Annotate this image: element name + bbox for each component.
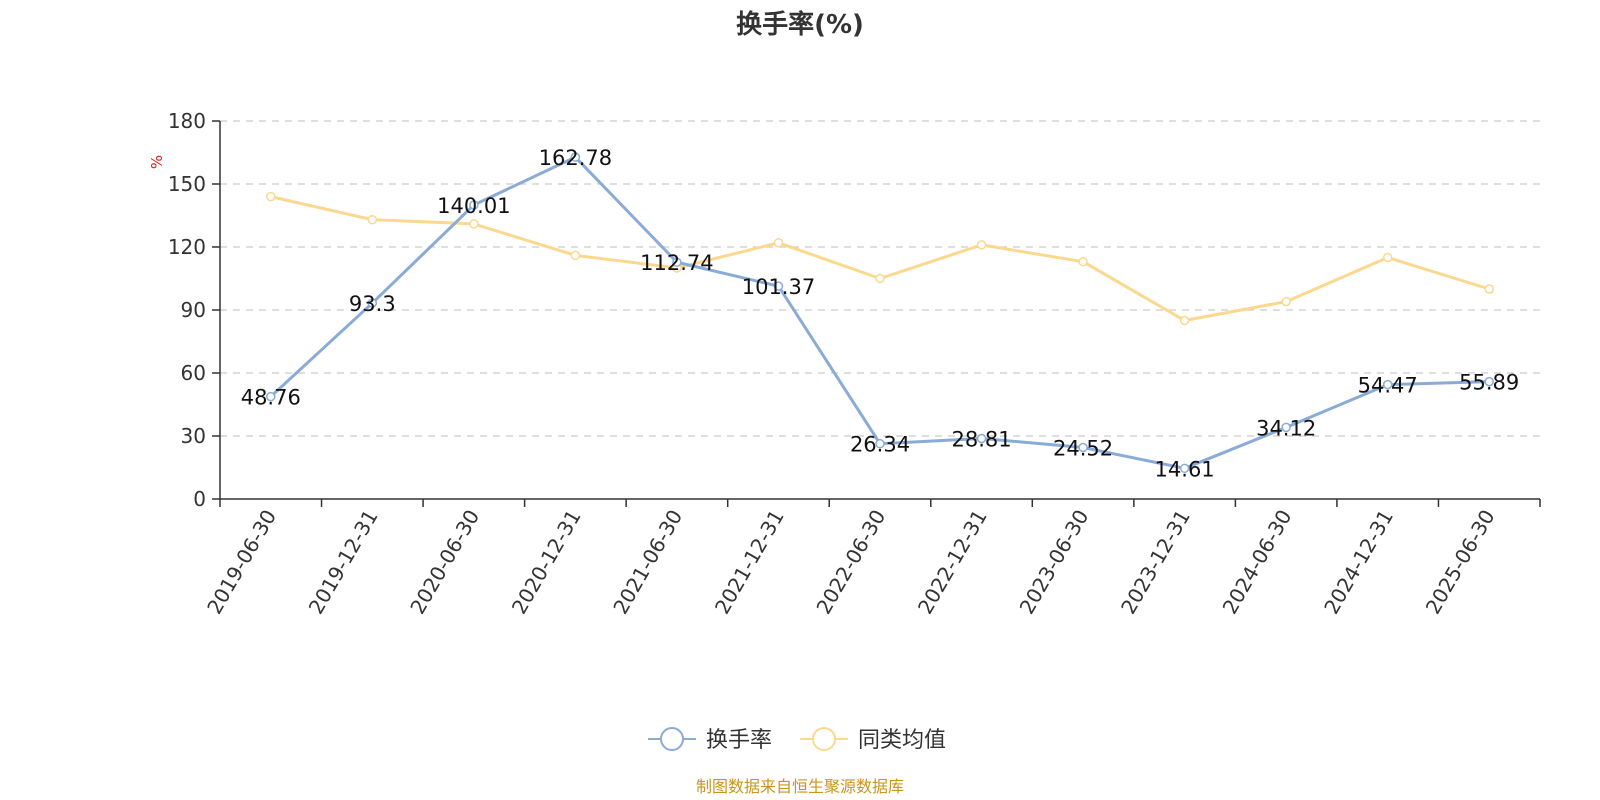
y-tick-label: 150 <box>168 172 206 196</box>
series-point-peer-average[interactable] <box>1484 284 1494 294</box>
x-tick-label: 2021-06-30 <box>608 506 687 619</box>
series-point-turnover[interactable] <box>1484 376 1494 387</box>
data-label: 101.37 <box>742 275 815 299</box>
series-point-peer-average[interactable] <box>1179 315 1190 326</box>
data-label: 140.01 <box>437 194 510 218</box>
legend-label-turnover: 换手率 <box>706 728 772 753</box>
series-point-turnover[interactable] <box>1382 379 1393 390</box>
legend-marker-peer-average <box>812 727 836 751</box>
y-tick-label: 60 <box>181 361 206 385</box>
series-point-peer-average[interactable] <box>773 238 784 248</box>
legend-item-peer-average[interactable]: 同类均值 <box>800 727 946 753</box>
series-point-turnover[interactable] <box>266 391 276 402</box>
series-point-turnover[interactable] <box>875 438 885 449</box>
series-lines <box>266 152 1494 474</box>
data-label: 48.76 <box>241 386 301 410</box>
series-point-turnover[interactable] <box>1078 442 1088 453</box>
series-point-peer-average[interactable] <box>367 214 378 225</box>
series-point-peer-average[interactable] <box>875 273 885 284</box>
x-tick-label: 2020-12-31 <box>507 506 586 619</box>
series-point-turnover[interactable] <box>773 281 784 291</box>
series-point-turnover[interactable] <box>367 298 378 308</box>
series-point-peer-average[interactable] <box>266 191 276 202</box>
series-point-peer-average[interactable] <box>1382 252 1393 263</box>
data-label: 14.61 <box>1155 457 1215 481</box>
data-label: 28.81 <box>951 427 1011 451</box>
y-axis-unit: % <box>148 155 166 169</box>
x-tick-label: 2025-06-30 <box>1421 506 1500 619</box>
x-tick-label: 2024-06-30 <box>1218 506 1297 619</box>
series-point-turnover[interactable] <box>1281 422 1291 433</box>
data-label: 93.3 <box>349 292 396 316</box>
x-tick-label: 2023-12-31 <box>1116 506 1195 619</box>
x-tick-label: 2024-12-31 <box>1319 506 1398 619</box>
series-point-peer-average[interactable] <box>570 250 581 261</box>
series-point-turnover[interactable] <box>1179 463 1190 474</box>
data-label: 24.52 <box>1053 437 1113 461</box>
y-tick-label: 30 <box>181 424 206 448</box>
series-point-peer-average[interactable] <box>976 240 987 250</box>
axes: 0 30 60 90 120 150 180 2019-06-30 2019-12-31 2020… <box>168 109 1541 619</box>
series-point-peer-average[interactable] <box>469 219 479 229</box>
data-labels: 48.76 93.3 140.01 162.78 112.74 101.37 26.34 28… <box>241 146 1520 481</box>
data-label: 34.12 <box>1256 416 1316 440</box>
data-source-note: 制图数据来自恒生聚源数据库 <box>696 777 904 796</box>
x-tick-label: 2022-12-31 <box>913 506 992 619</box>
data-label: 26.34 <box>850 433 910 457</box>
chart-title: 换手率(%) <box>736 9 864 40</box>
series-point-peer-average[interactable] <box>1078 256 1088 267</box>
y-tick-label: 0 <box>193 487 206 511</box>
x-tick-label: 2019-06-30 <box>202 506 281 619</box>
x-tick-label: 2023-06-30 <box>1015 506 1094 619</box>
data-label: 55.89 <box>1459 371 1519 395</box>
series-point-turnover[interactable] <box>570 152 581 162</box>
x-tick-label: 2020-06-30 <box>405 506 484 619</box>
legend-item-turnover[interactable]: 换手率 <box>648 727 772 753</box>
legend[interactable]: 换手率 同类均值 <box>648 727 946 753</box>
x-tick-label: 2019-12-31 <box>304 506 383 619</box>
series-point-turnover[interactable] <box>469 200 479 210</box>
x-tick-label: 2022-06-30 <box>811 506 890 619</box>
legend-label-peer-average: 同类均值 <box>858 728 946 753</box>
x-tick-label: 2021-12-31 <box>710 506 789 619</box>
legend-marker-turnover <box>660 727 684 751</box>
data-label: 112.74 <box>640 251 713 275</box>
series-point-peer-average[interactable] <box>1281 296 1291 307</box>
y-tick-label: 180 <box>168 109 206 133</box>
series-point-turnover[interactable] <box>976 433 987 444</box>
y-tick-label: 90 <box>181 298 206 322</box>
data-label: 162.78 <box>539 146 612 170</box>
data-label: 54.47 <box>1358 374 1418 398</box>
y-tick-label: 120 <box>168 235 206 259</box>
series-point-turnover[interactable] <box>672 257 682 267</box>
